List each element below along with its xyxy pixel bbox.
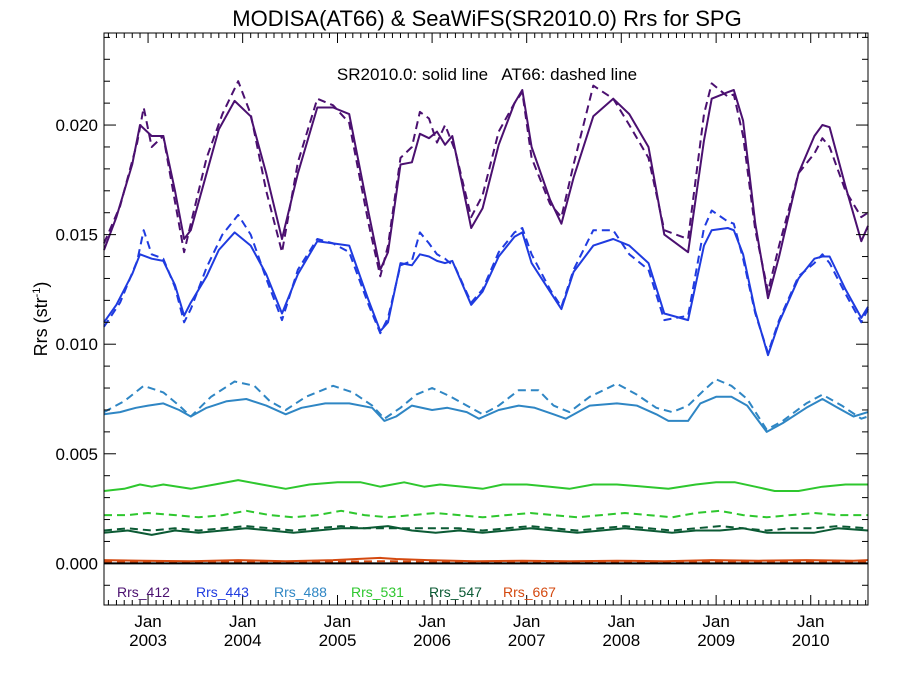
legend-item-rrs-488: Rrs_488 — [274, 584, 327, 600]
y-tick-label: 0.005 — [55, 445, 98, 464]
y-axis-label: Rrs (str-1) — [31, 282, 51, 357]
x-tick-month: Jan — [324, 612, 351, 631]
series-line-rrs-531-dashed — [104, 509, 868, 519]
chart-annotation: SR2010.0: solid line AT66: dashed line — [337, 65, 637, 84]
legend-item-rrs-443: Rrs_443 — [196, 584, 249, 600]
series-line-rrs-412-solid — [103, 89, 869, 300]
series-line-rrs-443-solid — [103, 227, 869, 357]
x-tick-year: 2009 — [697, 631, 735, 650]
series-line-rrs-547-dashed — [103, 525, 869, 532]
x-tick-month: Jan — [134, 612, 161, 631]
series-line-rrs-667-dashed — [103, 560, 869, 564]
x-tick-month: Jan — [608, 612, 635, 631]
series-line-rrs-531-solid — [103, 479, 868, 492]
series-line-rrs-667-solid — [103, 556, 869, 563]
series-line-rrs-443-dashed — [103, 209, 869, 354]
series-line-rrs-488-dashed — [103, 378, 869, 431]
y-tick-label: 0.015 — [55, 226, 98, 245]
y-tick-label: 0.020 — [55, 116, 98, 135]
legend-item-rrs-667: Rrs_667 — [503, 584, 556, 600]
x-tick-month: Jan — [418, 612, 445, 631]
y-tick-label: 0.010 — [55, 335, 98, 354]
tick-layer: 0.0000.0050.0100.0150.020Jan2003Jan2004J… — [55, 33, 868, 650]
y-axis-label-main: Rrs (str — [31, 297, 51, 356]
series-line-rrs-547-solid — [103, 525, 869, 536]
x-tick-year: 2007 — [508, 631, 546, 650]
legend-item-rrs-531: Rrs_531 — [351, 584, 404, 600]
x-tick-year: 2005 — [319, 631, 357, 650]
legend: Rrs_412 Rrs_443 Rrs_488 Rrs_531 Rrs_547 Rrs_6… — [117, 584, 556, 600]
x-tick-year: 2004 — [224, 631, 262, 650]
x-tick-month: Jan — [702, 612, 729, 631]
series-line-rrs-488-solid — [103, 395, 869, 433]
x-tick-year: 2010 — [792, 631, 830, 650]
plot-frame — [103, 32, 869, 606]
x-tick-year: 2003 — [129, 631, 167, 650]
x-tick-month: Jan — [513, 612, 540, 631]
legend-item-rrs-547: Rrs_547 — [429, 584, 482, 600]
legend-item-rrs-412: Rrs_412 — [117, 584, 170, 600]
series-layer — [103, 80, 869, 564]
x-tick-year: 2008 — [602, 631, 640, 650]
x-tick-month: Jan — [229, 612, 256, 631]
series-line-rrs-412-dashed — [103, 80, 869, 293]
x-tick-month: Jan — [797, 612, 824, 631]
y-axis-label-superscript: -1 — [31, 288, 43, 298]
y-axis-label-close: ) — [31, 282, 51, 288]
chart-title: MODISA(AT66) & SeaWiFS(SR2010.0) Rrs for… — [232, 6, 741, 31]
y-tick-label: 0.000 — [55, 554, 98, 573]
x-tick-year: 2006 — [413, 631, 451, 650]
